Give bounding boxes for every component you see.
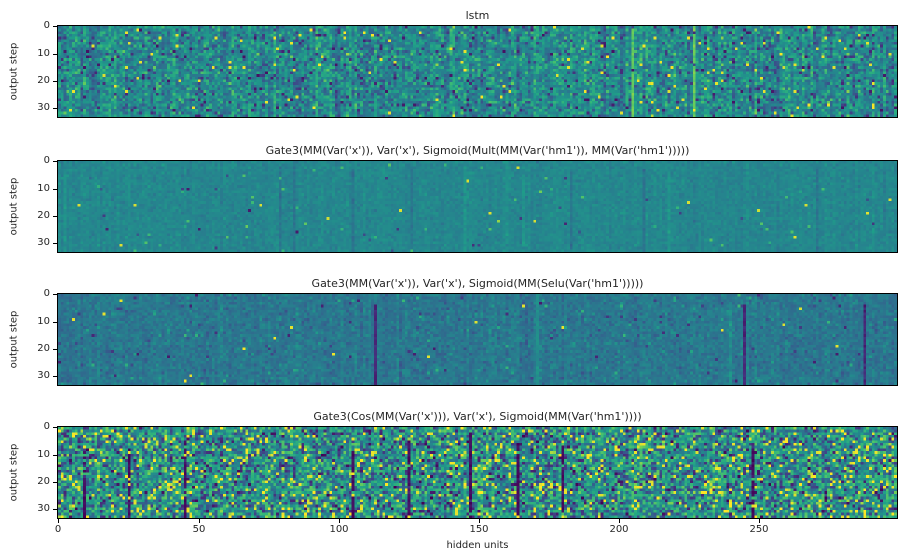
x-tick-label: 100 [329,524,349,535]
y-tick-mark [53,26,57,27]
subplot-1-title: lstm [465,9,490,22]
x-tick-label: 200 [609,524,629,535]
y-tick-mark [53,509,57,510]
subplot-4-ylabel: output step [8,443,20,502]
x-tick-label: 250 [749,524,769,535]
subplot-4-heatmap [58,427,897,518]
subplot-2-title: Gate3(MM(Var('x')), Var('x'), Sigmoid(Mu… [265,144,690,157]
y-tick-label: 30 [37,370,50,381]
subplot-4-axes [57,426,898,519]
y-tick-mark [53,161,57,162]
x-tick-mark [58,519,59,523]
y-tick-mark [53,54,57,55]
subplot-2-ylabel: output step [8,177,20,236]
y-tick-mark [53,108,57,109]
y-tick-label: 0 [43,421,50,432]
x-axis-label: hidden units [446,540,509,551]
y-tick-label: 10 [37,183,50,194]
x-tick-mark [619,519,620,523]
subplot-3-heatmap [58,294,897,385]
y-tick-mark [53,455,57,456]
x-tick-label: 0 [54,524,62,535]
x-tick-mark [759,519,760,523]
x-tick-mark [339,519,340,523]
x-tick-label: 150 [469,524,489,535]
y-tick-mark [53,322,57,323]
x-tick-label: 50 [192,524,206,535]
subplot-1-axes [57,25,898,118]
x-tick-mark [479,519,480,523]
subplot-3-title: Gate3(MM(Var('x')), Var('x'), Sigmoid(MM… [311,277,644,290]
y-tick-label: 30 [37,503,50,514]
y-tick-mark [53,349,57,350]
y-tick-mark [53,216,57,217]
y-tick-label: 20 [37,210,50,221]
y-tick-label: 30 [37,237,50,248]
subplot-2-heatmap [58,161,897,252]
y-tick-label: 30 [37,102,50,113]
subplot-1-heatmap [58,26,897,117]
y-tick-label: 0 [43,155,50,166]
y-tick-label: 10 [37,449,50,460]
y-tick-label: 10 [37,316,50,327]
subplot-1-ylabel: output step [8,42,20,101]
y-tick-label: 20 [37,476,50,487]
x-tick-mark [199,519,200,523]
y-tick-mark [53,376,57,377]
y-tick-mark [53,294,57,295]
y-tick-label: 20 [37,343,50,354]
y-tick-mark [53,189,57,190]
y-tick-label: 0 [43,288,50,299]
subplot-3-ylabel: output step [8,310,20,369]
y-tick-mark [53,427,57,428]
y-tick-mark [53,482,57,483]
y-tick-label: 0 [43,20,50,31]
y-tick-label: 20 [37,75,50,86]
subplot-3-axes [57,293,898,386]
y-tick-mark [53,81,57,82]
y-tick-mark [53,243,57,244]
subplot-2-axes [57,160,898,253]
subplot-4-title: Gate3(Cos(MM(Var('x'))), Var('x'), Sigmo… [313,410,642,423]
y-tick-label: 10 [37,48,50,59]
